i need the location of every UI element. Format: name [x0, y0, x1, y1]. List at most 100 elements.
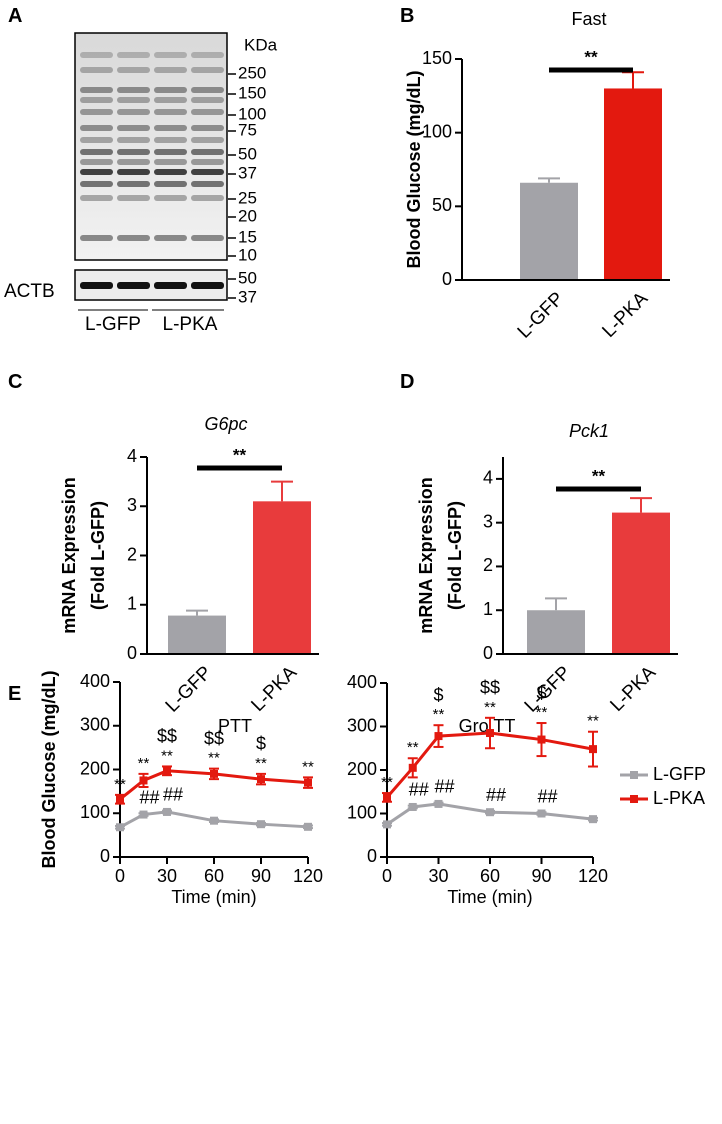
blot-band: [191, 109, 224, 115]
marker-label: 100: [238, 104, 266, 123]
chart-title: PTT: [218, 716, 252, 736]
bar: [604, 88, 662, 280]
blot-band: [154, 169, 187, 175]
bar: [612, 512, 670, 654]
point-annotation: $: [433, 685, 443, 705]
actb-band: [154, 282, 187, 289]
point-annotation: **: [208, 750, 220, 767]
y-tick-label: 1: [127, 594, 137, 614]
blot-band: [191, 149, 224, 155]
point: [210, 769, 218, 778]
point-annotation: $$: [204, 728, 224, 748]
point: [139, 776, 148, 785]
blot-band: [191, 125, 224, 131]
point-annotation: $$: [480, 678, 500, 698]
point: [163, 807, 171, 816]
bar: [520, 182, 578, 280]
legend-marker: [630, 795, 638, 803]
actb-band: [80, 282, 113, 289]
blot-band: [80, 169, 113, 175]
marker-label: 37: [238, 287, 257, 306]
legend-marker: [630, 771, 638, 779]
x-tick-label: 90: [251, 866, 271, 886]
point-annotation: **: [114, 776, 126, 793]
y-tick-label: 100: [80, 802, 110, 822]
blot-band: [117, 109, 150, 115]
x-tick-label: L-GFP: [521, 662, 575, 716]
y-tick-label: 2: [483, 555, 493, 575]
blot-band: [80, 67, 113, 73]
blot-band: [117, 67, 150, 73]
blot-band: [154, 149, 187, 155]
point-annotation: ##: [139, 787, 159, 807]
y-axis-label: Blood Glucose (mg/dL): [39, 671, 59, 869]
marker-label: 15: [238, 227, 257, 246]
point-annotation: $$: [157, 726, 177, 746]
chart-title: Gro TT: [459, 716, 516, 736]
blot-band: [80, 149, 113, 155]
y-axis-label: (Fold L-GFP): [445, 501, 465, 610]
blot-band: [80, 137, 113, 143]
point: [210, 816, 218, 825]
point: [589, 745, 597, 754]
blot-band: [80, 159, 113, 165]
blot-band: [117, 137, 150, 143]
blot-band: [80, 181, 113, 187]
blot-band: [191, 235, 224, 241]
point: [304, 778, 312, 787]
point-annotation: **: [255, 755, 267, 772]
x-tick-label: L-PKA: [247, 662, 301, 716]
point-annotation: ##: [409, 780, 429, 800]
blot-bands: [80, 52, 224, 289]
y-tick-label: 2: [127, 544, 137, 564]
significance-label: **: [584, 47, 598, 66]
blot-band: [117, 87, 150, 93]
blot-band: [117, 149, 150, 155]
chart-title: Fast: [571, 9, 606, 29]
y-tick-label: 200: [347, 759, 377, 779]
blot-band: [117, 195, 150, 201]
point: [383, 820, 391, 829]
blot-band: [154, 52, 187, 58]
blot-band: [117, 235, 150, 241]
y-tick-label: 300: [347, 715, 377, 735]
point-annotation: ##: [163, 785, 183, 805]
marker-label: 50: [238, 144, 257, 163]
point: [116, 795, 124, 804]
blot-band: [191, 159, 224, 165]
point: [383, 793, 391, 802]
x-tick-label: 60: [480, 866, 500, 886]
point: [257, 775, 265, 784]
blot-band: [80, 52, 113, 58]
y-tick-label: 150: [422, 48, 452, 68]
point-annotation: ##: [434, 777, 454, 797]
blot-band: [191, 181, 224, 187]
y-axis-label: mRNA Expression: [416, 477, 436, 633]
point: [434, 732, 443, 741]
y-tick-label: 4: [127, 446, 137, 466]
legend-label: L-GFP: [653, 764, 706, 784]
panel-label: C: [8, 371, 22, 393]
blot-band: [117, 181, 150, 187]
point: [304, 822, 312, 831]
y-tick-label: 0: [483, 643, 493, 663]
series-line: [385, 731, 594, 799]
y-tick-label: 0: [367, 846, 377, 866]
panel-label: E: [8, 683, 21, 705]
x-tick-label: 30: [428, 866, 448, 886]
blot-band: [117, 125, 150, 131]
blot-band: [80, 195, 113, 201]
y-tick-label: 400: [80, 671, 110, 691]
x-tick-label: 90: [531, 866, 551, 886]
group-label: L-GFP: [85, 314, 141, 335]
blot-band: [80, 235, 113, 241]
point: [434, 799, 443, 808]
blot-band: [154, 67, 187, 73]
blot-band: [154, 195, 187, 201]
blot-band: [191, 169, 224, 175]
x-tick-label: 60: [204, 866, 224, 886]
point-annotation: $: [256, 734, 266, 754]
blot-band: [191, 52, 224, 58]
blot-band: [117, 159, 150, 165]
